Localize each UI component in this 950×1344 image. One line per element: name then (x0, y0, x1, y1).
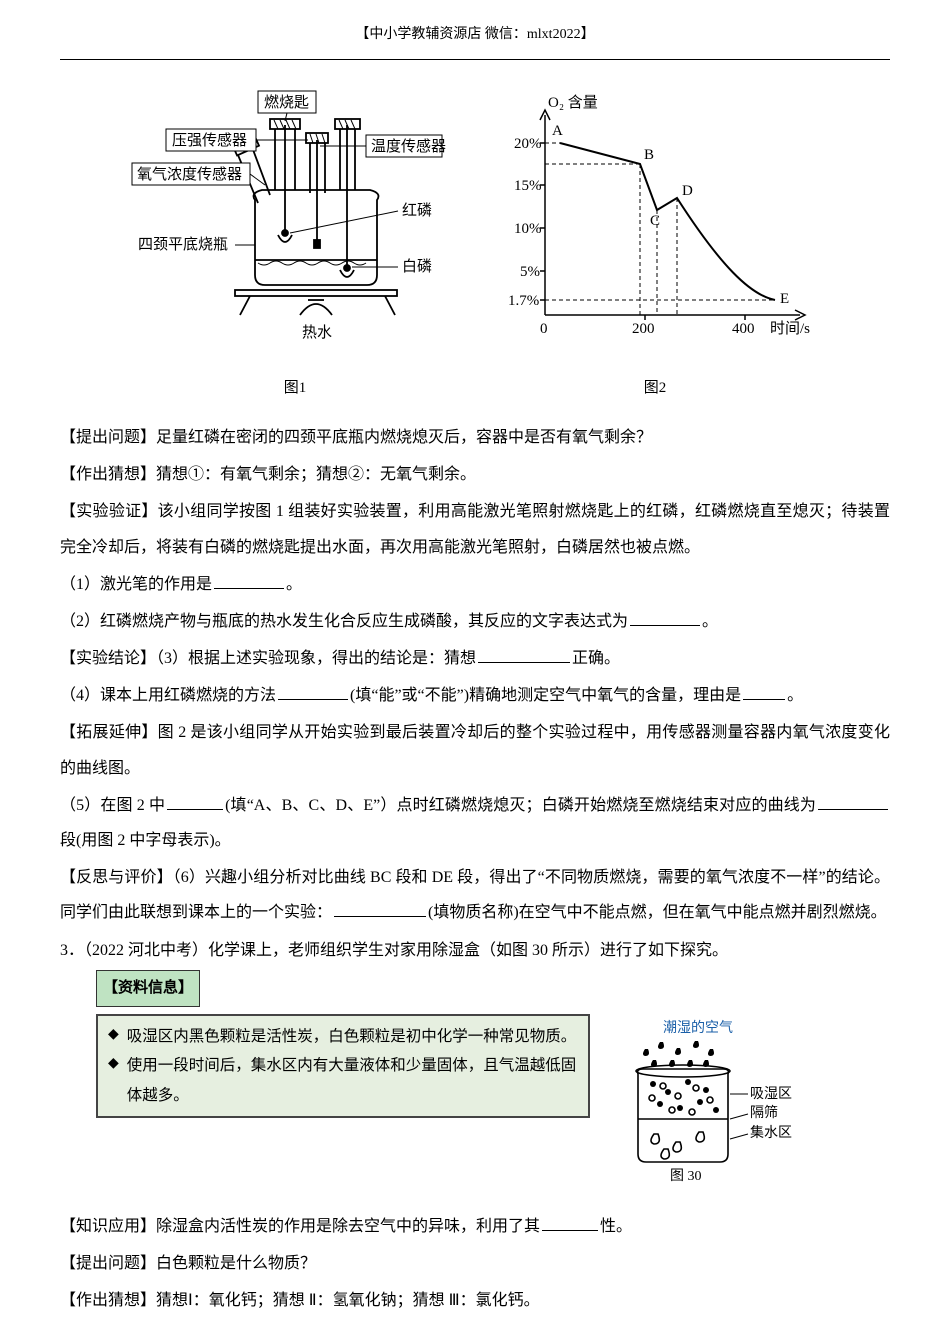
bullet2: 使用一段时间后，集水区内有大量液体和少量固体，且气温越低固体越多。 (127, 1051, 578, 1110)
q1-pre: （1）激光笔的作用是 (60, 576, 212, 593)
label-flask: 四颈平底烧瓶 (138, 236, 228, 253)
label-pressure: 压强传感器 (172, 132, 247, 149)
reflect: 【反思与评价】（6）兴趣小组分析对比曲线 BC 段和 DE 段，得出了“不同物质… (60, 860, 890, 930)
knowledge: 【知识应用】除湿盒内活性炭的作用是除去空气中的异味，利用了其 性。 (60, 1209, 890, 1244)
blank-q5b[interactable] (818, 793, 888, 810)
xlabel: 时间/s (770, 320, 810, 337)
pose-question: 【提出问题】足量红磷在密闭的四颈平底瓶内燃烧熄灭后，容器中是否有氧气剩余？ (60, 420, 890, 455)
svg-text:C: C (650, 213, 660, 229)
q5-mid: (填“A、B、C、D、E”）点时红磷燃烧熄灭；白磷开始燃烧至燃烧结束对应的曲线为 (225, 797, 816, 814)
fig30-caption: 图 30 (670, 1169, 702, 1184)
label-membrane: 隔筛 (750, 1105, 778, 1121)
label-spoon: 燃烧匙 (264, 93, 309, 111)
svg-text:5%: 5% (520, 264, 540, 280)
diamond-icon: ◆ (108, 1051, 119, 1078)
figure-row: 燃烧匙 压强传感器 氧气浓度传感器 温度传感器 红磷 四颈平底烧瓶 白磷 热水 (60, 85, 890, 405)
figure-1: 燃烧匙 压强传感器 氧气浓度传感器 温度传感器 红磷 四颈平底烧瓶 白磷 热水 (130, 85, 460, 405)
svg-text:E: E (780, 291, 789, 307)
q4: （4）课本上用红磷燃烧的方法 (填“能”或“不能”)精确地测定空气中氧气的含量，理… (60, 678, 890, 713)
conclusion: 【实验结论】（3）根据上述实验现象，得出的结论是：猜想 正确。 (60, 641, 890, 676)
q2: （2）红磷燃烧产物与瓶底的热水发生化合反应生成磷酸，其反应的文字表达式为 。 (60, 604, 890, 639)
info-box: ◆ 吸湿区内黑色颗粒是活性炭，白色颗粒是初中化学一种常见物质。 ◆ 使用一段时间后，… (96, 1014, 590, 1118)
figure-2: A B C D E O₂ 含量 20% 15% 10% 5% 1.7% 0 20… (490, 85, 820, 405)
blank-q5a[interactable] (167, 793, 223, 810)
make-guess: 【作出猜想】猜想①：有氧气剩余；猜想②：无氧气剩余。 (60, 457, 890, 492)
guess2: 【作出猜想】猜想Ⅰ：氧化钙；猜想 Ⅱ：氢氧化钠；猜想 Ⅲ：氯化钙。 (60, 1283, 890, 1318)
page-header: 【中小学教辅资源店 微信：mlxt2022】 (60, 20, 890, 51)
blank-q4b[interactable] (743, 683, 785, 700)
svg-text:B: B (644, 147, 654, 163)
blank-conc[interactable] (478, 646, 570, 663)
blank-knowledge[interactable] (542, 1214, 598, 1231)
q5-pre: （5）在图 2 中 (60, 797, 165, 814)
knowledge-post: 性。 (600, 1218, 632, 1235)
label-humid: 潮湿的空气 (663, 1020, 733, 1036)
svg-text:400: 400 (732, 321, 755, 337)
item3-intro: 3．（2022 河北中考）化学课上，老师组织学生对家用除湿盒（如图 30 所示）… (60, 933, 890, 968)
blank-q2[interactable] (630, 609, 700, 626)
svg-text:A: A (552, 123, 563, 139)
figure1-caption: 图1 (130, 372, 460, 405)
label-tempsensor: 温度传感器 (371, 138, 446, 155)
svg-text:0: 0 (540, 321, 548, 337)
q1-post: 。 (286, 576, 302, 593)
figure-30: 潮湿的空气 吸湿区 隔筛 集水区 图 30 (608, 1014, 808, 1197)
q4-post: 。 (787, 687, 803, 704)
q2-post: 。 (702, 613, 718, 630)
svg-text:15%: 15% (514, 178, 542, 194)
q5-post: 段(用图 2 中字母表示)。 (60, 832, 231, 849)
svg-text:10%: 10% (514, 221, 542, 237)
q1: （1）激光笔的作用是 。 (60, 567, 890, 602)
reflect-post: (填物质名称)在空气中不能点燃，但在氧气中能点燃并剧烈燃烧。 (428, 904, 887, 921)
knowledge-pre: 【知识应用】除湿盒内活性炭的作用是除去空气中的异味，利用了其 (60, 1218, 540, 1235)
bullet1: 吸湿区内黑色颗粒是活性炭，白色颗粒是初中化学一种常见物质。 (127, 1022, 577, 1051)
info-title: 【资料信息】 (96, 970, 200, 1007)
conc-post: 正确。 (572, 650, 620, 667)
blank-q4a[interactable] (278, 683, 348, 700)
label-hotwater: 热水 (302, 324, 332, 341)
blank-reflect[interactable] (334, 900, 426, 917)
q5: （5）在图 2 中 (填“A、B、C、D、E”）点时红磷燃烧熄灭；白磷开始燃烧至燃… (60, 788, 890, 858)
label-collect: 集水区 (750, 1124, 792, 1141)
svg-text:D: D (682, 183, 693, 199)
label-o2sensor: 氧气浓度传感器 (137, 166, 242, 183)
blank-q1[interactable] (214, 572, 284, 589)
extension: 【拓展延伸】图 2 是该小组同学从开始实验到最后装置冷却后的整个实验过程中，用传… (60, 715, 890, 785)
q4-pre: （4）课本上用红磷燃烧的方法 (60, 687, 276, 704)
label-whitep: 白磷 (402, 258, 432, 275)
q2-pre: （2）红磷燃烧产物与瓶底的热水发生化合反应生成磷酸，其反应的文字表达式为 (60, 613, 628, 630)
header-rule (60, 59, 890, 60)
conc-pre: 【实验结论】（3）根据上述实验现象，得出的结论是：猜想 (60, 650, 476, 667)
verify: 【实验验证】该小组同学按图 1 组装好实验装置，利用高能激光笔照射燃烧匙上的红磷… (60, 494, 890, 564)
label-redp: 红磷 (402, 202, 432, 219)
figure2-caption: 图2 (490, 372, 820, 405)
svg-text:1.7%: 1.7% (508, 293, 539, 309)
svg-text:20%: 20% (514, 136, 542, 152)
q4-mid: (填“能”或“不能”)精确地测定空气中氧气的含量，理由是 (350, 687, 741, 704)
label-abs: 吸湿区 (750, 1086, 792, 1102)
ylabel: O₂ 含量 (548, 94, 598, 111)
diamond-icon: ◆ (108, 1022, 119, 1049)
pose-q2: 【提出问题】白色颗粒是什么物质？ (60, 1246, 890, 1281)
svg-text:200: 200 (632, 321, 655, 337)
